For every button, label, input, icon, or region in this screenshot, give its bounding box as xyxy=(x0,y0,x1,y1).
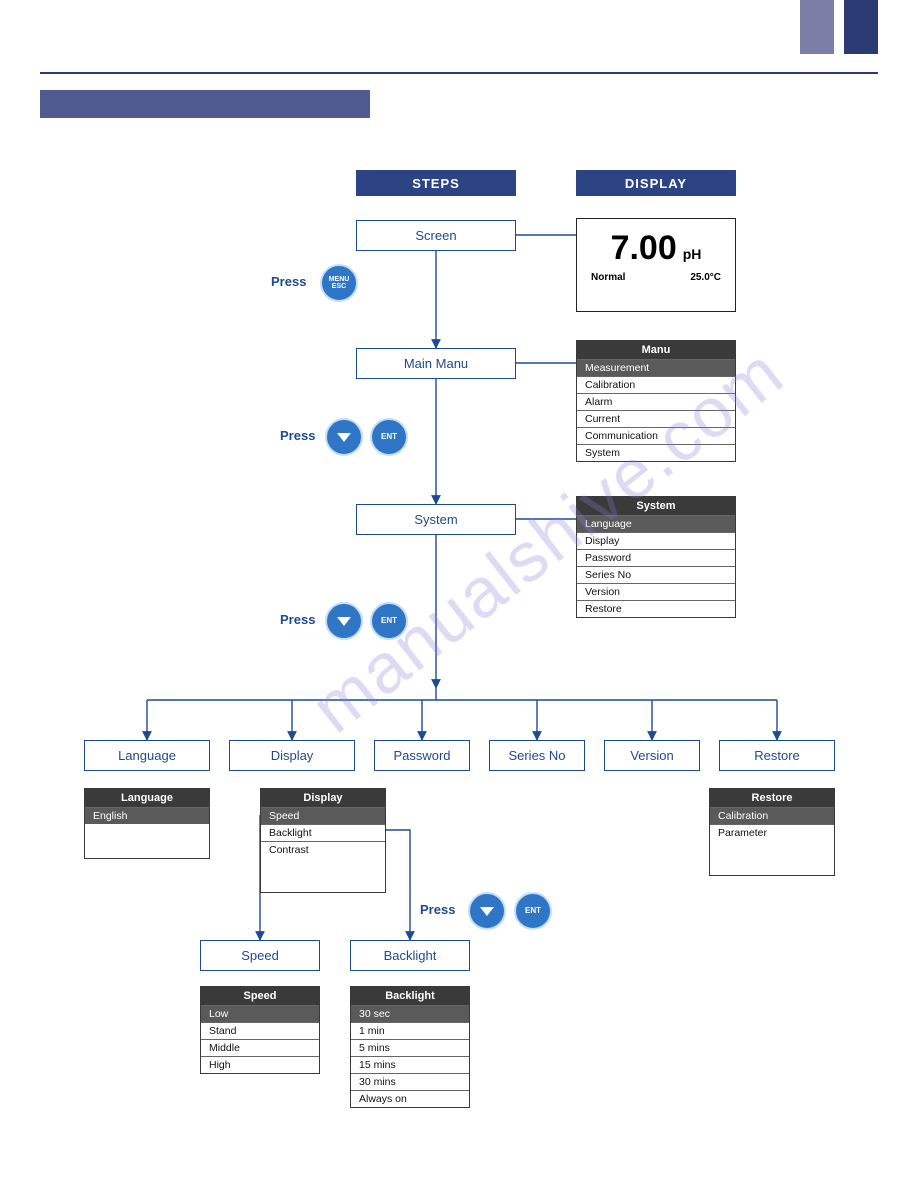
node-seriesno: Series No xyxy=(489,740,585,771)
node-system: System xyxy=(356,504,516,535)
node-main-menu: Main Manu xyxy=(356,348,516,379)
table-manu-row: Current xyxy=(577,410,735,427)
reading-unit: pH xyxy=(683,246,702,262)
table-backlight-row: 5 mins xyxy=(351,1039,469,1056)
table-restore-title: Restore xyxy=(710,789,834,807)
table-manu-title: Manu xyxy=(577,341,735,359)
table-speed-row: Middle xyxy=(201,1039,319,1056)
table-speed: SpeedLowStandMiddleHigh xyxy=(200,986,320,1074)
table-manu-row: Communication xyxy=(577,427,735,444)
node-restore: Restore xyxy=(719,740,835,771)
table-speed-row: Stand xyxy=(201,1022,319,1039)
table-system-row: Series No xyxy=(577,566,735,583)
table-manu-row: System xyxy=(577,444,735,461)
node-display: Display xyxy=(229,740,355,771)
table-manu-row: Measurement xyxy=(577,359,735,376)
table-language-row: English xyxy=(85,807,209,824)
table-manu-row: Calibration xyxy=(577,376,735,393)
press-2-label: Press xyxy=(280,428,315,443)
header-display: DISPLAY xyxy=(576,170,736,196)
table-speed-row: Low xyxy=(201,1005,319,1022)
chevron-down-icon xyxy=(337,617,351,626)
press-4-btn-1 xyxy=(468,892,506,930)
table-language-title: Language xyxy=(85,789,209,807)
press-2-btn-1 xyxy=(325,418,363,456)
press-3-btn-2: ENT xyxy=(370,602,408,640)
reading-temp: 25.0°C xyxy=(690,272,721,283)
reading-value: 7.00 xyxy=(611,229,677,268)
table-system-title: System xyxy=(577,497,735,515)
table-restore: RestoreCalibrationParameter xyxy=(709,788,835,876)
press-3-btn-1 xyxy=(325,602,363,640)
table-backlight: Backlight30 sec1 min5 mins15 mins30 mins… xyxy=(350,986,470,1108)
table-backlight-row: 15 mins xyxy=(351,1056,469,1073)
display-screen: 7.00 pH Normal 25.0°C xyxy=(576,218,736,312)
table-backlight-row: 1 min xyxy=(351,1022,469,1039)
press-1-btn-1: MENU ESC xyxy=(320,264,358,302)
header-steps: STEPS xyxy=(356,170,516,196)
table-backlight-row: Always on xyxy=(351,1090,469,1107)
press-4-label: Press xyxy=(420,902,455,917)
press-4-btn-2: ENT xyxy=(514,892,552,930)
table-speed-title: Speed xyxy=(201,987,319,1005)
node-screen: Screen xyxy=(356,220,516,251)
table-manu-row: Alarm xyxy=(577,393,735,410)
node-version: Version xyxy=(604,740,700,771)
table-speed-row: High xyxy=(201,1056,319,1073)
node-password: Password xyxy=(374,740,470,771)
table-backlight-row: 30 mins xyxy=(351,1073,469,1090)
table-system-row: Restore xyxy=(577,600,735,617)
table-system: SystemLanguageDisplayPasswordSeries NoVe… xyxy=(576,496,736,618)
table-backlight-row: 30 sec xyxy=(351,1005,469,1022)
table-display-title: Display xyxy=(261,789,385,807)
table-display-row: Backlight xyxy=(261,824,385,841)
table-backlight-title: Backlight xyxy=(351,987,469,1005)
node-language: Language xyxy=(84,740,210,771)
reading-status: Normal xyxy=(591,272,625,283)
node-backlight: Backlight xyxy=(350,940,470,971)
table-display-row: Speed xyxy=(261,807,385,824)
table-manu: ManuMeasurementCalibrationAlarmCurrentCo… xyxy=(576,340,736,462)
node-speed: Speed xyxy=(200,940,320,971)
table-system-row: Version xyxy=(577,583,735,600)
chevron-down-icon xyxy=(337,433,351,442)
table-system-row: Display xyxy=(577,532,735,549)
table-language: LanguageEnglish xyxy=(84,788,210,859)
table-display: DisplaySpeedBacklightContrast xyxy=(260,788,386,893)
table-restore-row: Calibration xyxy=(710,807,834,824)
press-3-label: Press xyxy=(280,612,315,627)
table-system-row: Password xyxy=(577,549,735,566)
press-1-label: Press xyxy=(271,274,306,289)
chevron-down-icon xyxy=(480,907,494,916)
table-system-row: Language xyxy=(577,515,735,532)
table-display-row: Contrast xyxy=(261,841,385,858)
table-restore-row: Parameter xyxy=(710,824,834,841)
press-2-btn-2: ENT xyxy=(370,418,408,456)
